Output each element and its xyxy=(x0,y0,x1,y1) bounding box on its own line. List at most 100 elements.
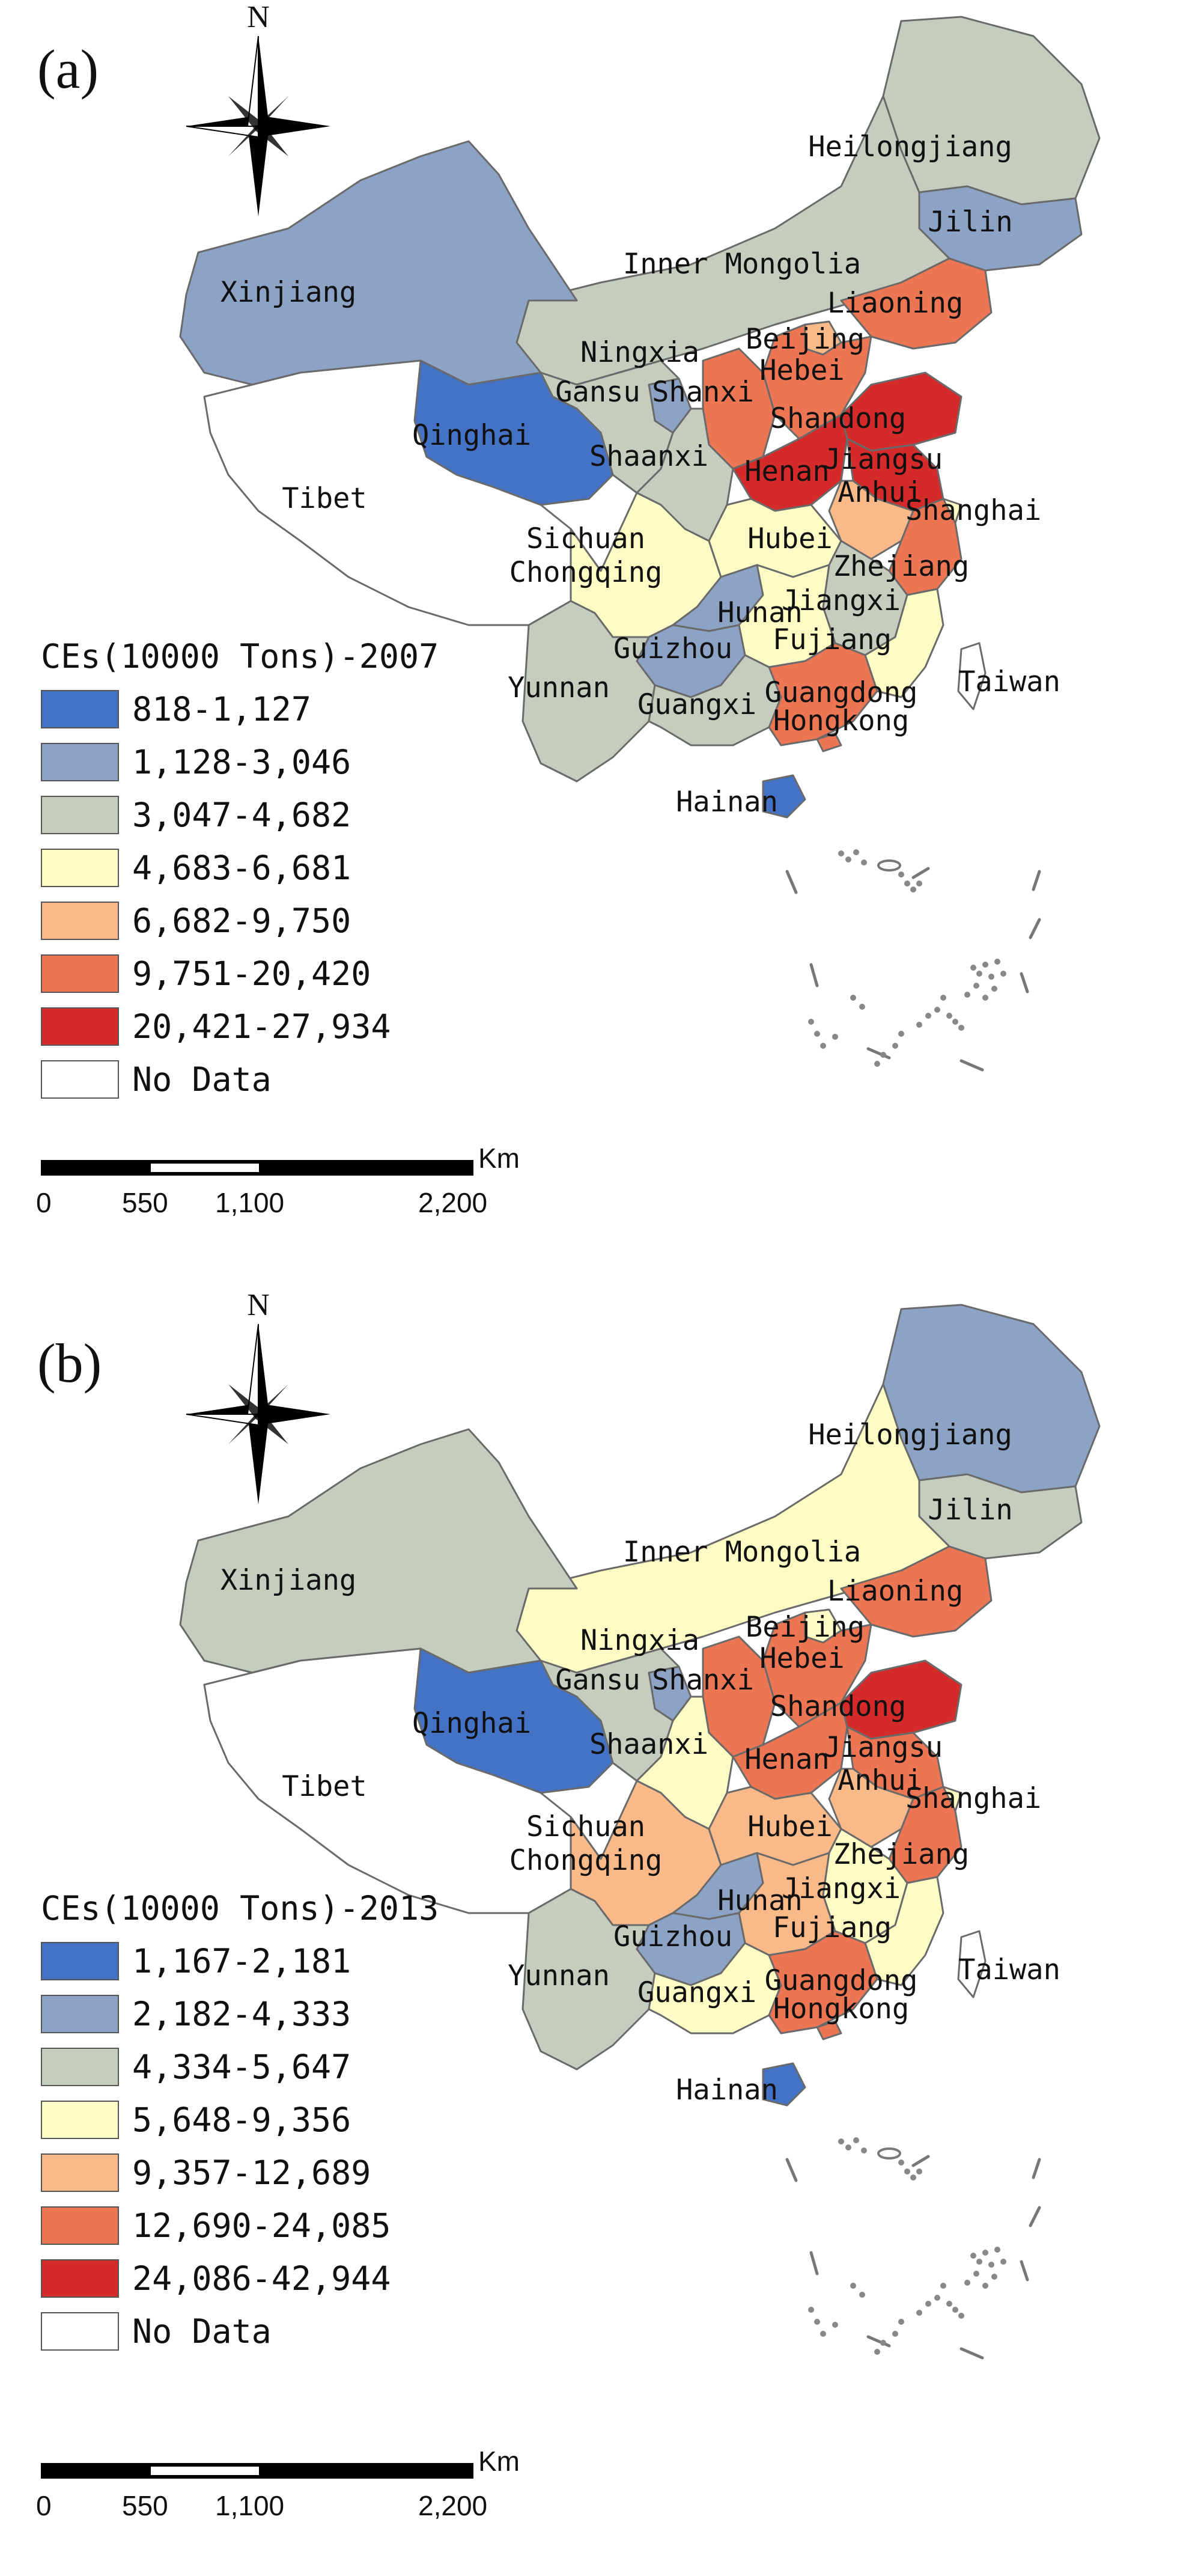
province-label-heilongjiang: Heilongjiang xyxy=(808,130,1012,163)
province-label-inner-mongolia: Inner Mongolia xyxy=(623,248,861,281)
province-label-jiangsu: Jiangsu xyxy=(824,1731,943,1764)
province-label-henan: Henan xyxy=(744,1743,829,1776)
province-label-shanghai: Shanghai xyxy=(905,494,1041,527)
legend-item: 2,182-4,333 xyxy=(41,1988,439,2040)
province-label-inner-mongolia: Inner Mongolia xyxy=(623,1536,861,1569)
province-label-guangxi: Guangxi xyxy=(637,1976,756,2009)
china-map-b: Heilongjiang Jilin Inner Mongolia Liaoning X… xyxy=(179,1288,1101,2360)
province-label-zhejiang: Zhejiang xyxy=(833,1838,969,1871)
legend-rows: 1,167-2,181 2,182-4,333 4,334-5,647 5,648-9… xyxy=(41,1935,439,2358)
province-label-guizhou: Guizhou xyxy=(613,632,732,665)
province-hongkong xyxy=(816,732,842,752)
legend-label: 2,182-4,333 xyxy=(132,1995,351,2033)
province-guangdong xyxy=(768,642,878,746)
legend-item: 4,683-6,681 xyxy=(41,841,439,894)
legend-swatch xyxy=(41,1995,119,2033)
province-label-taiwan: Taiwan xyxy=(958,665,1060,698)
province-label-yunnan: Yunnan xyxy=(508,671,610,704)
province-label-jiangxi: Jiangxi xyxy=(782,1872,901,1905)
legend-item: 818-1,127 xyxy=(41,683,439,736)
province-label-shanxi: Shanxi xyxy=(652,1664,754,1697)
scale-tick: 0 xyxy=(36,2490,52,2521)
legend-item: No Data xyxy=(41,1053,439,1106)
legend-swatch xyxy=(41,2153,119,2192)
legend-label: 6,682-9,750 xyxy=(132,902,351,940)
scale-tick: 2,200 xyxy=(418,1187,488,1218)
legend-title: CEs(10000 Tons)-2007 xyxy=(41,637,439,676)
legend-label: 1,128-3,046 xyxy=(132,743,351,781)
legend-item: 4,334-5,647 xyxy=(41,2040,439,2093)
china-map-a: Heilongjiang Jilin Inner Mongolia Liaoning X… xyxy=(179,0,1101,1072)
province-label-sichuan: Sichuan xyxy=(526,522,645,555)
island-dots xyxy=(808,849,1006,1067)
province-hainan xyxy=(762,2062,806,2107)
province-label-shanghai: Shanghai xyxy=(905,1782,1041,1815)
map-panel-b: Heilongjiang Jilin Inner Mongolia Liaoning X… xyxy=(0,1288,1186,2576)
legend-label: 4,334-5,647 xyxy=(132,2048,351,2086)
province-label-gansu: Gansu xyxy=(555,376,640,409)
province-label-beijing: Beijing xyxy=(746,323,865,356)
province-label-qinghai: Qinghai xyxy=(412,419,531,452)
province-label-jilin: Jilin xyxy=(928,1494,1012,1527)
legend-swatch xyxy=(41,1060,119,1099)
province-label-zhejiang: Zhejiang xyxy=(833,550,969,583)
south-china-sea-islands xyxy=(785,2155,1041,2360)
scale-tick: 550 xyxy=(122,1187,168,1218)
legend-label: 3,047-4,682 xyxy=(132,796,351,834)
province-label-hainan: Hainan xyxy=(676,2074,778,2107)
legend-swatch xyxy=(41,954,119,993)
legend-label: 5,648-9,356 xyxy=(132,2101,351,2139)
province-guangdong xyxy=(768,1930,878,2034)
scale-bar: Km 0 550 1,100 2,200 xyxy=(36,1143,520,1218)
south-china-sea-islands xyxy=(785,867,1041,1072)
legend-label: 4,683-6,681 xyxy=(132,849,351,887)
province-label-jilin: Jilin xyxy=(928,206,1012,239)
province-label-jiangsu: Jiangsu xyxy=(824,443,943,476)
province-taiwan xyxy=(957,1930,987,1998)
province-liaoning xyxy=(840,1545,993,1638)
scale-bar-graphic xyxy=(41,1160,473,1176)
scale-tick: 0 xyxy=(36,1187,52,1218)
legend-item: 9,357-12,689 xyxy=(41,2146,439,2199)
legend-item: 3,047-4,682 xyxy=(41,789,439,841)
legend-label: 20,421-27,934 xyxy=(132,1007,391,1046)
province-layer xyxy=(179,16,1101,819)
province-label-chongqing: Chongqing xyxy=(509,1844,663,1877)
legend-label: 24,086-42,944 xyxy=(132,2259,391,2298)
province-label-guizhou: Guizhou xyxy=(613,1920,732,1953)
province-label-guangdong: Guangdong xyxy=(765,1964,918,1997)
province-xinjiang xyxy=(179,140,578,386)
legend-item: 12,690-24,085 xyxy=(41,2199,439,2252)
province-xinjiang xyxy=(179,1428,578,1674)
panel-label: (b) xyxy=(37,1332,102,1394)
scale-unit: Km xyxy=(478,1143,520,1174)
legend-swatch xyxy=(41,690,119,728)
legend-item: 9,751-20,420 xyxy=(41,947,439,1000)
province-label-shandong: Shandong xyxy=(770,402,906,435)
province-label-xinjiang: Xinjiang xyxy=(220,276,356,309)
legend-label: 818-1,127 xyxy=(132,690,312,728)
legend-swatch xyxy=(41,1007,119,1046)
province-label-heilongjiang: Heilongjiang xyxy=(808,1418,1012,1451)
province-label-guangdong: Guangdong xyxy=(765,676,918,709)
legend-label: 12,690-24,085 xyxy=(132,2206,391,2245)
province-label-hongkong: Hongkong xyxy=(773,704,909,737)
province-label-hunan: Hunan xyxy=(717,596,802,629)
province-label-jiangxi: Jiangxi xyxy=(782,584,901,617)
province-fujiang xyxy=(864,588,944,698)
legend-swatch xyxy=(41,2048,119,2086)
map-panel-a: Heilongjiang Jilin Inner Mongolia Liaoning X… xyxy=(36,0,1101,1218)
legend-item: 20,421-27,934 xyxy=(41,1000,439,1053)
province-hainan xyxy=(762,774,806,819)
island-outline xyxy=(877,2147,901,2159)
legend-item: No Data xyxy=(41,2305,439,2358)
province-label-ningxia: Ningxia xyxy=(580,336,699,369)
scale-tick: 550 xyxy=(122,2490,168,2521)
province-label-hebei: Hebei xyxy=(759,1642,844,1675)
province-heilongjiang xyxy=(882,1304,1101,1494)
province-label-gansu: Gansu xyxy=(555,1664,640,1697)
north-label: N xyxy=(247,1288,270,1322)
province-label-liaoning: Liaoning xyxy=(827,287,963,320)
province-label-hebei: Hebei xyxy=(759,354,844,387)
legend: CEs(10000 Tons)-2013 1,167-2,181 2,182-4,… xyxy=(41,1889,439,2358)
